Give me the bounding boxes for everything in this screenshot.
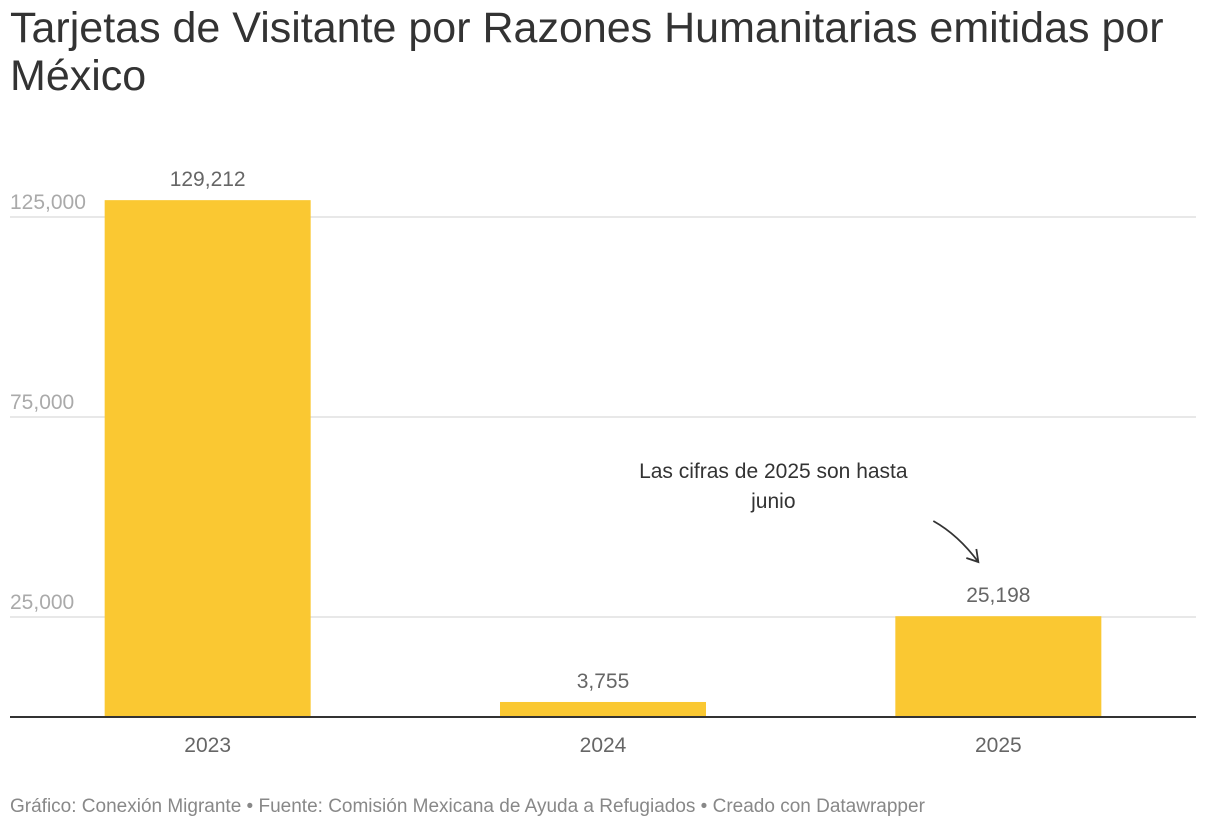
- footer-credits: Gráfico: Conexión Migrante • Fuente: Com…: [10, 796, 925, 817]
- annotation: Las cifras de 2025 son hasta junio: [639, 460, 980, 564]
- value-labels: 129,212 3,755 25,198: [170, 168, 1031, 693]
- bar-2023: [104, 200, 311, 718]
- value-label-2025: 25,198: [966, 584, 1030, 607]
- y-tick-label: 25,000: [10, 591, 74, 614]
- bar-chart: 25,000 75,000 125,000 129,212 3,755 25,198 2…: [10, 168, 1196, 757]
- bar-2024: [500, 701, 706, 717]
- value-label-2024: 3,755: [577, 670, 630, 693]
- y-tick-label: 75,000: [10, 391, 74, 414]
- x-tick-label-2025: 2025: [975, 734, 1022, 757]
- x-tick-label-2024: 2024: [580, 734, 627, 757]
- y-tick-label: 125,000: [10, 191, 86, 214]
- annotation-arrowhead: [966, 548, 980, 564]
- annotation-line: junio: [750, 490, 795, 513]
- value-label-2023: 129,212: [170, 168, 246, 191]
- x-axis-labels: 2023 2024 2025: [184, 734, 1021, 757]
- bars: [104, 200, 1102, 718]
- chart-title: Tarjetas de Visitante por Razones Humani…: [10, 4, 1164, 100]
- annotation-line: Las cifras de 2025 son hasta: [639, 460, 908, 483]
- x-tick-label-2023: 2023: [184, 734, 231, 757]
- bar-2025: [895, 616, 1102, 717]
- y-axis-ticks: 25,000 75,000 125,000: [10, 191, 86, 614]
- annotation-arrow: [932, 520, 980, 563]
